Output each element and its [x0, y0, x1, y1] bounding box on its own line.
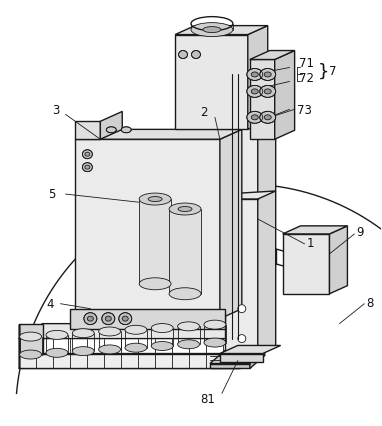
- Text: 72: 72: [299, 72, 314, 85]
- Polygon shape: [225, 67, 276, 75]
- Polygon shape: [248, 26, 268, 130]
- Ellipse shape: [19, 332, 42, 341]
- Ellipse shape: [122, 317, 128, 321]
- Ellipse shape: [178, 52, 188, 59]
- Text: 5: 5: [49, 187, 56, 200]
- Ellipse shape: [105, 317, 111, 321]
- Ellipse shape: [106, 127, 116, 133]
- Polygon shape: [225, 75, 258, 354]
- Ellipse shape: [247, 69, 263, 81]
- Ellipse shape: [46, 348, 68, 357]
- Polygon shape: [330, 226, 348, 294]
- Ellipse shape: [178, 340, 199, 349]
- Ellipse shape: [169, 288, 201, 300]
- Ellipse shape: [19, 350, 42, 359]
- Ellipse shape: [260, 69, 276, 81]
- Ellipse shape: [204, 338, 226, 347]
- Polygon shape: [19, 324, 265, 339]
- Ellipse shape: [251, 115, 258, 121]
- Polygon shape: [220, 354, 263, 362]
- Polygon shape: [169, 210, 201, 294]
- Text: 81: 81: [200, 392, 215, 405]
- Ellipse shape: [247, 112, 263, 124]
- Text: 3: 3: [52, 104, 60, 117]
- Ellipse shape: [84, 313, 97, 325]
- Ellipse shape: [151, 342, 173, 351]
- Ellipse shape: [238, 335, 246, 343]
- Ellipse shape: [169, 204, 201, 216]
- Ellipse shape: [251, 73, 258, 78]
- Ellipse shape: [204, 320, 226, 329]
- Ellipse shape: [83, 150, 92, 159]
- Ellipse shape: [99, 345, 121, 354]
- Ellipse shape: [72, 329, 94, 338]
- Ellipse shape: [260, 86, 276, 98]
- Ellipse shape: [264, 115, 271, 121]
- Ellipse shape: [151, 324, 173, 333]
- Text: 2: 2: [200, 106, 207, 118]
- Polygon shape: [250, 60, 275, 140]
- Ellipse shape: [139, 278, 171, 290]
- Ellipse shape: [178, 322, 199, 331]
- Polygon shape: [19, 324, 42, 354]
- Ellipse shape: [251, 90, 258, 95]
- Polygon shape: [75, 140, 220, 319]
- Ellipse shape: [178, 207, 192, 212]
- Ellipse shape: [125, 343, 147, 352]
- Text: 7: 7: [330, 65, 337, 78]
- Ellipse shape: [148, 197, 162, 202]
- Ellipse shape: [102, 313, 115, 325]
- Ellipse shape: [85, 166, 90, 170]
- Ellipse shape: [121, 127, 131, 133]
- Polygon shape: [250, 52, 295, 60]
- Polygon shape: [220, 345, 281, 354]
- Text: 1: 1: [307, 237, 314, 250]
- Text: 71: 71: [299, 57, 314, 70]
- Polygon shape: [75, 122, 100, 140]
- Ellipse shape: [238, 305, 246, 313]
- Text: 9: 9: [356, 226, 364, 239]
- Polygon shape: [258, 67, 276, 354]
- Polygon shape: [210, 364, 250, 368]
- Text: }: }: [317, 62, 329, 80]
- Polygon shape: [275, 52, 295, 140]
- Ellipse shape: [191, 23, 233, 37]
- Polygon shape: [210, 351, 265, 364]
- Ellipse shape: [247, 86, 263, 98]
- Ellipse shape: [72, 347, 94, 356]
- Ellipse shape: [87, 317, 93, 321]
- Ellipse shape: [119, 313, 132, 325]
- Text: 8: 8: [366, 296, 374, 309]
- Ellipse shape: [191, 52, 201, 59]
- Polygon shape: [19, 354, 240, 368]
- Polygon shape: [220, 130, 242, 319]
- Ellipse shape: [264, 90, 271, 95]
- Ellipse shape: [83, 163, 92, 172]
- Polygon shape: [19, 354, 265, 368]
- Ellipse shape: [125, 325, 147, 334]
- Polygon shape: [175, 26, 268, 35]
- Ellipse shape: [85, 153, 90, 157]
- Ellipse shape: [99, 327, 121, 336]
- Ellipse shape: [260, 112, 276, 124]
- Polygon shape: [175, 35, 248, 130]
- Ellipse shape: [46, 331, 68, 340]
- Polygon shape: [140, 192, 276, 199]
- Ellipse shape: [264, 73, 271, 78]
- Text: 73: 73: [296, 104, 311, 117]
- Polygon shape: [75, 130, 242, 140]
- Polygon shape: [250, 351, 265, 368]
- Polygon shape: [283, 234, 330, 294]
- Ellipse shape: [203, 28, 221, 34]
- Polygon shape: [70, 309, 225, 329]
- Polygon shape: [100, 112, 122, 140]
- Polygon shape: [139, 199, 171, 284]
- Ellipse shape: [139, 193, 171, 205]
- Text: 4: 4: [47, 297, 54, 311]
- Polygon shape: [283, 226, 348, 234]
